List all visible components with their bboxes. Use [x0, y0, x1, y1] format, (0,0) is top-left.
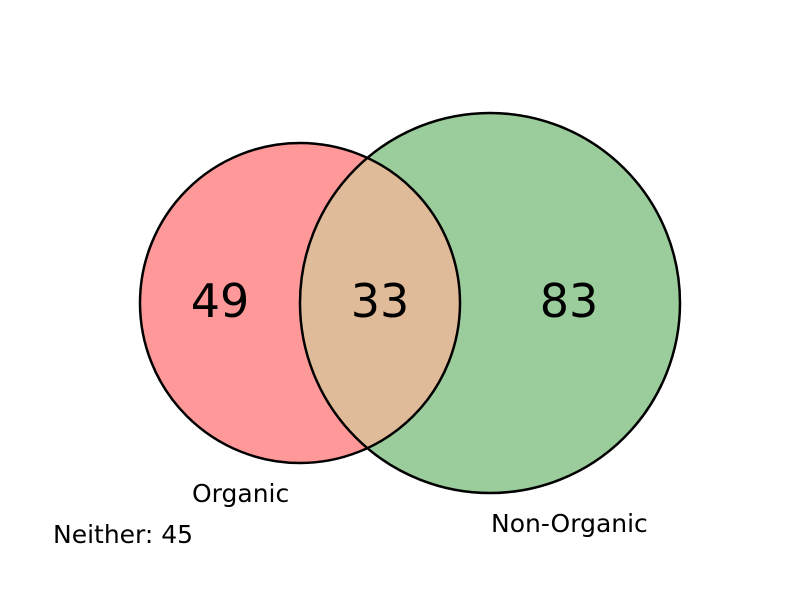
intersection-count: 33: [351, 274, 410, 328]
non-organic-circle-outline: [298, 111, 682, 495]
intersection-region: [300, 143, 460, 463]
organic-set-label: Organic: [192, 479, 289, 508]
non-organic-set-label: Non-Organic: [491, 509, 648, 538]
neither-count-label: Neither: 45: [53, 520, 193, 549]
non-organic-only-count: 83: [540, 274, 599, 328]
organic-only-count: 49: [191, 274, 250, 328]
organic-circle-outline: [138, 141, 462, 465]
